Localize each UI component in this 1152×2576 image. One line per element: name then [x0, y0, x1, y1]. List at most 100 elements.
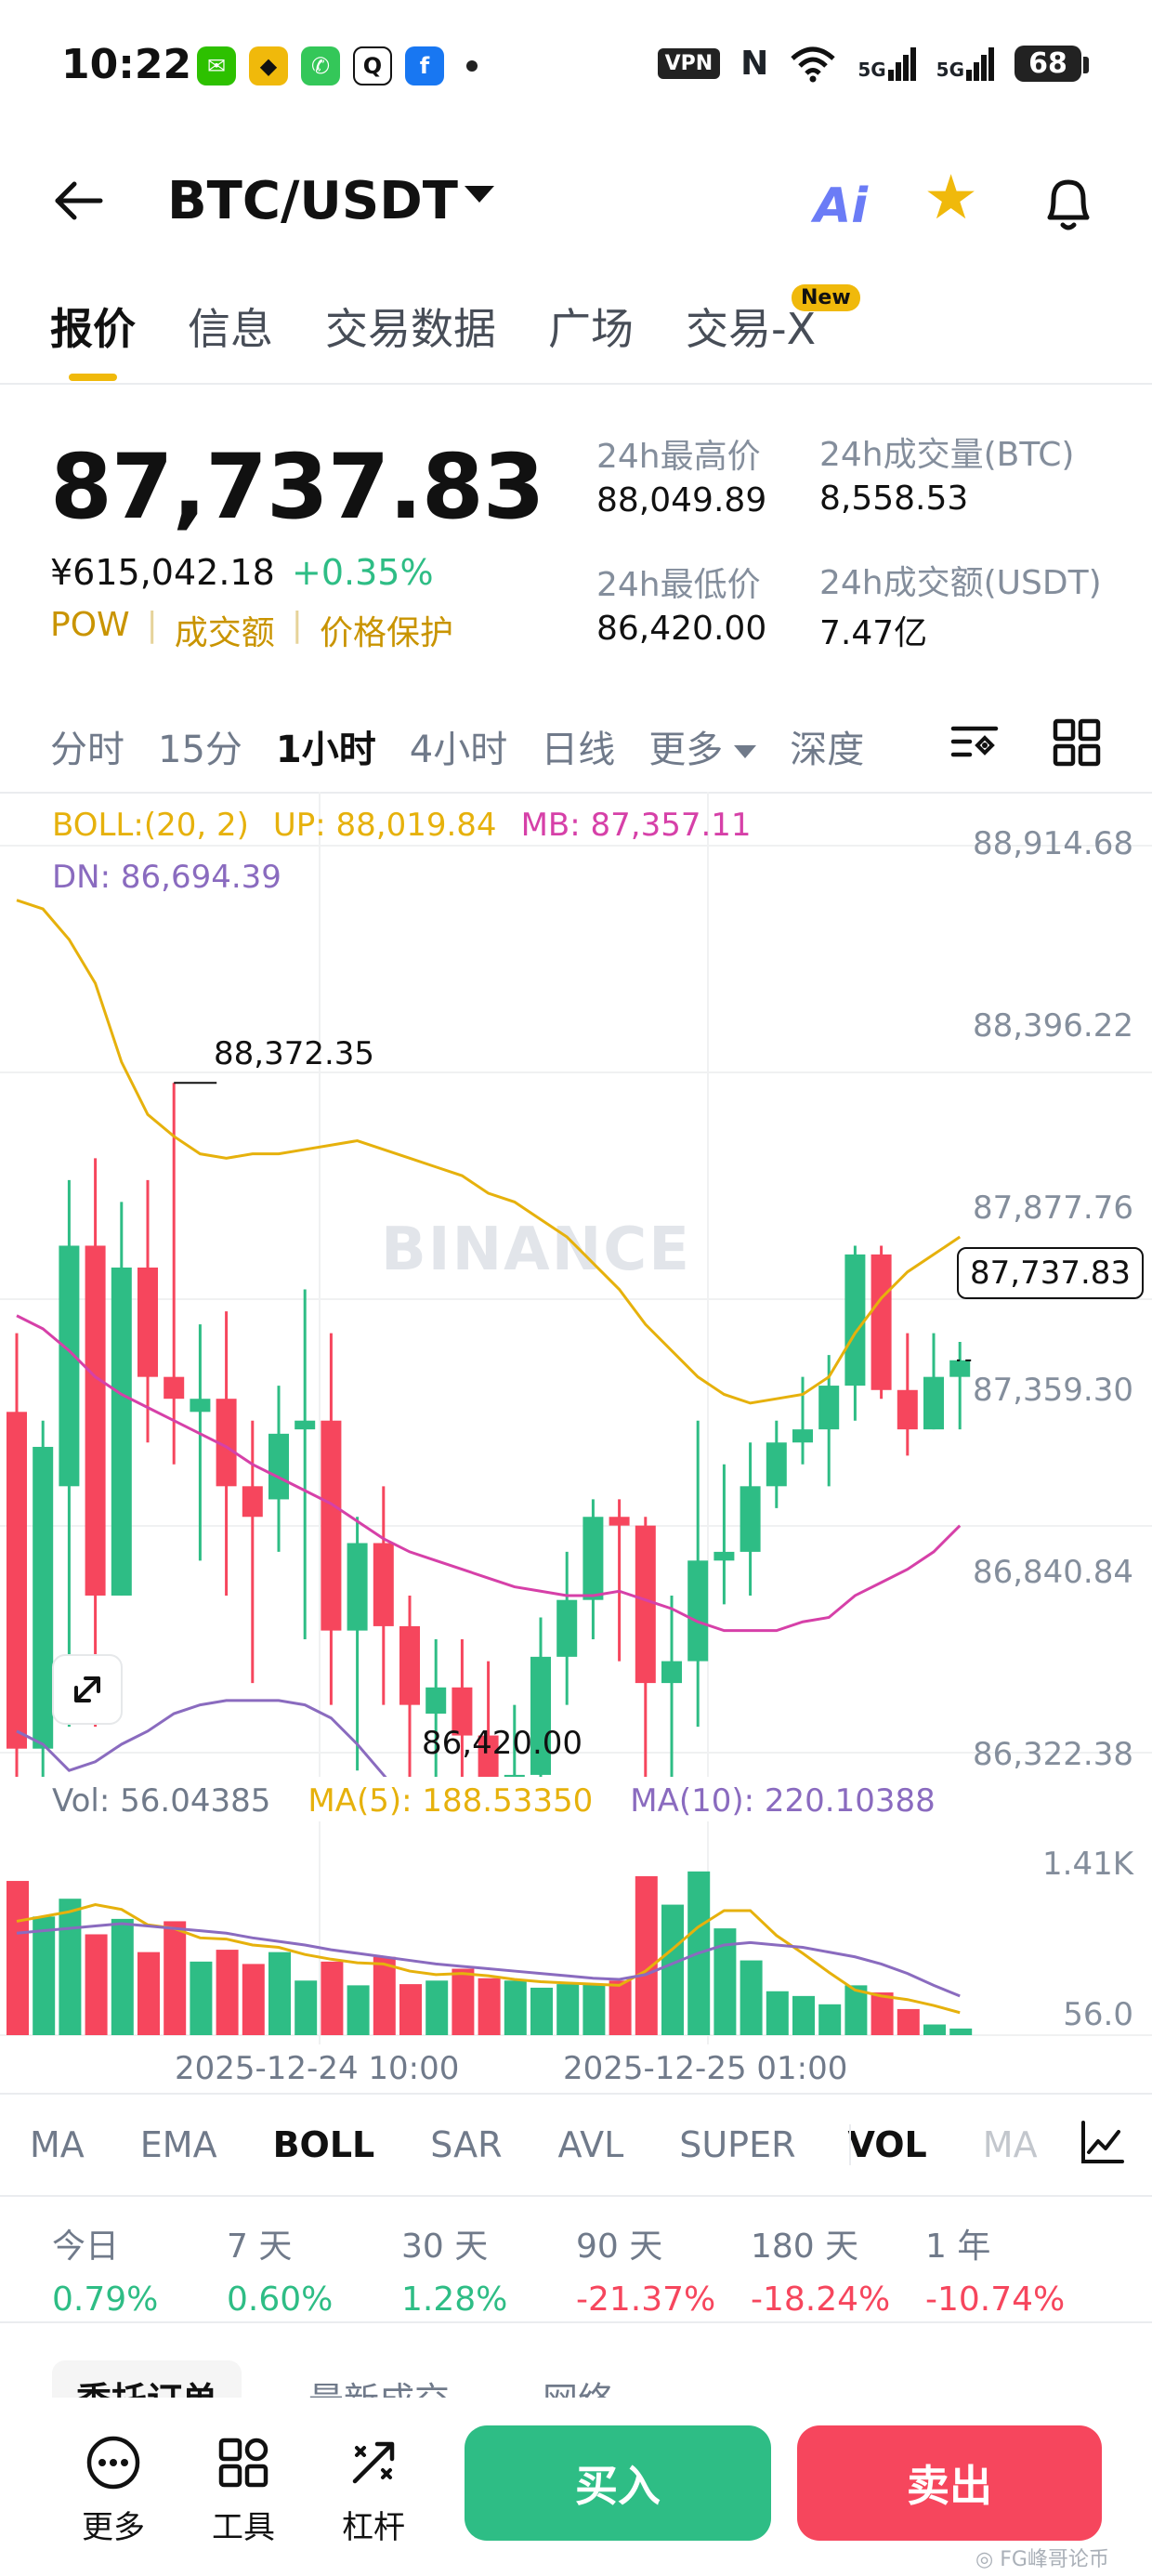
- volume-bar: [949, 2028, 973, 2035]
- tab-trade-x[interactable]: 交易-X: [686, 304, 817, 354]
- vpn-icon: VPN: [657, 48, 721, 79]
- interval-1d[interactable]: 日线: [541, 729, 616, 771]
- volume-ma5: MA(5): 188.53350: [308, 1782, 594, 1820]
- interval-more[interactable]: 更多: [648, 719, 757, 773]
- interval-1h[interactable]: 1小时: [275, 729, 376, 771]
- stat-high-label: 24h最高价: [596, 438, 761, 476]
- candle-body: [268, 1433, 289, 1500]
- volume-bar: [242, 1964, 265, 2035]
- tab-latest-trades[interactable]: 最新成交: [308, 2372, 450, 2398]
- trading-pair-title[interactable]: BTC/USDT: [167, 171, 458, 231]
- candle-body: [373, 1543, 394, 1626]
- perf-label: 今日: [52, 2228, 120, 2266]
- indicator-boll[interactable]: BOLL: [272, 2124, 375, 2165]
- fullscreen-button[interactable]: [52, 1654, 123, 1725]
- tab-info[interactable]: 信息: [188, 304, 273, 354]
- volume-chart[interactable]: [0, 1821, 1152, 2044]
- sell-button[interactable]: 卖出: [797, 2425, 1102, 2541]
- candle-body: [59, 1245, 80, 1487]
- perf-30d: 30 天 1.28%: [401, 2219, 576, 2319]
- volume-bar: [897, 2008, 920, 2035]
- divider: [0, 2195, 1152, 2197]
- layout-grid-icon[interactable]: [1052, 717, 1102, 768]
- buy-button[interactable]: 买入: [465, 2425, 771, 2541]
- candle-body: [583, 1517, 604, 1600]
- volume-bar: [452, 1968, 475, 2035]
- chart-settings-icon[interactable]: [949, 717, 1000, 768]
- leverage-icon: [352, 2441, 395, 2484]
- more-button[interactable]: 更多: [67, 2433, 160, 2547]
- tab-open-orders[interactable]: 委托订单: [52, 2360, 242, 2398]
- notification-bell-icon[interactable]: [1039, 171, 1098, 236]
- candle-body: [713, 1551, 735, 1561]
- last-price: 87,737.83: [50, 435, 545, 539]
- volume-bar: [818, 2004, 842, 2035]
- volume-bar: [190, 1961, 213, 2035]
- candle-body: [216, 1399, 237, 1487]
- candle-body: [452, 1687, 473, 1736]
- indicator-ma-secondary[interactable]: MA: [982, 2124, 1038, 2165]
- stat-vol-btc-label: 24h成交量(BTC): [819, 436, 1075, 474]
- volume-bar: [478, 1978, 501, 2035]
- tag-turnover[interactable]: 成交额: [174, 614, 275, 652]
- status-time: 10:22: [61, 41, 192, 88]
- volume-ma10: MA(10): 220.10388: [630, 1782, 936, 1820]
- ai-assistant-icon[interactable]: Ai: [814, 178, 869, 234]
- interval-15m[interactable]: 15分: [158, 729, 242, 771]
- indicator-ma[interactable]: MA: [30, 2124, 85, 2165]
- wechat-icon: ✉: [197, 46, 236, 85]
- leverage-button[interactable]: 杠杆: [327, 2433, 420, 2547]
- volume-bar: [504, 1980, 527, 2035]
- volume-bar: [59, 1899, 82, 2035]
- indicator-ema[interactable]: EMA: [139, 2124, 217, 2165]
- tag-price-protection[interactable]: 价格保护: [319, 614, 453, 652]
- tools-button[interactable]: 工具: [197, 2433, 290, 2547]
- candle-body: [347, 1543, 368, 1631]
- back-arrow-icon[interactable]: [50, 173, 106, 229]
- price-chart[interactable]: [0, 792, 1152, 1777]
- volume-bar: [373, 1956, 396, 2035]
- pair-dropdown-caret-icon[interactable]: [465, 186, 494, 203]
- perf-1y: 1 年 -10.74%: [925, 2219, 1100, 2319]
- more-dots-icon: [86, 2436, 140, 2490]
- indicator-sar[interactable]: SAR: [430, 2124, 503, 2165]
- favorite-star-icon[interactable]: ★: [923, 162, 979, 233]
- indicator-chart-icon[interactable]: [1078, 2119, 1126, 2167]
- perf-180d: 180 天 -18.24%: [751, 2219, 925, 2319]
- tab-quote[interactable]: 报价: [50, 304, 136, 354]
- y-tick-label: 87,877.76: [972, 1189, 1133, 1227]
- tab-square[interactable]: 广场: [548, 304, 634, 354]
- volume-bar: [7, 1881, 29, 2035]
- candle-body: [740, 1486, 761, 1552]
- tag-separator: |: [291, 606, 303, 644]
- volume-bar: [766, 1991, 789, 2035]
- indicator-vol[interactable]: VOL: [847, 2124, 927, 2165]
- volume-axis-bottom: 56.0: [1063, 1996, 1133, 2033]
- interval-4h[interactable]: 4小时: [409, 729, 508, 771]
- perf-label: 180 天: [751, 2228, 859, 2266]
- candle-body: [425, 1687, 447, 1715]
- tab-network[interactable]: 网络: [543, 2372, 613, 2398]
- binance-icon: ◆: [249, 46, 288, 85]
- candle-body: [923, 1376, 944, 1430]
- candle-body: [137, 1268, 158, 1377]
- perf-label: 1 年: [925, 2228, 991, 2266]
- expand-icon: [74, 1676, 100, 1702]
- tab-trading-data[interactable]: 交易数据: [325, 304, 496, 354]
- indicator-super[interactable]: SUPER: [679, 2124, 796, 2165]
- boll-upper-line: [16, 899, 962, 1405]
- y-tick-label: 88,914.68: [972, 825, 1133, 862]
- tag-pow[interactable]: POW: [50, 606, 130, 644]
- candle-body: [530, 1656, 551, 1775]
- divider: [0, 2093, 1152, 2095]
- candle-body: [321, 1420, 342, 1631]
- interval-depth[interactable]: 深度: [790, 729, 865, 771]
- indicator-avl[interactable]: AVL: [557, 2124, 624, 2165]
- stat-low-value: 86,420.00: [596, 610, 767, 648]
- candle-body: [844, 1254, 866, 1387]
- perf-7d: 7 天 0.60%: [227, 2219, 401, 2319]
- interval-timeline[interactable]: 分时: [50, 729, 124, 771]
- x-axis-label: 2025-12-25 01:00: [563, 2050, 848, 2087]
- new-badge: New: [792, 284, 860, 311]
- volume-bar: [164, 1921, 187, 2035]
